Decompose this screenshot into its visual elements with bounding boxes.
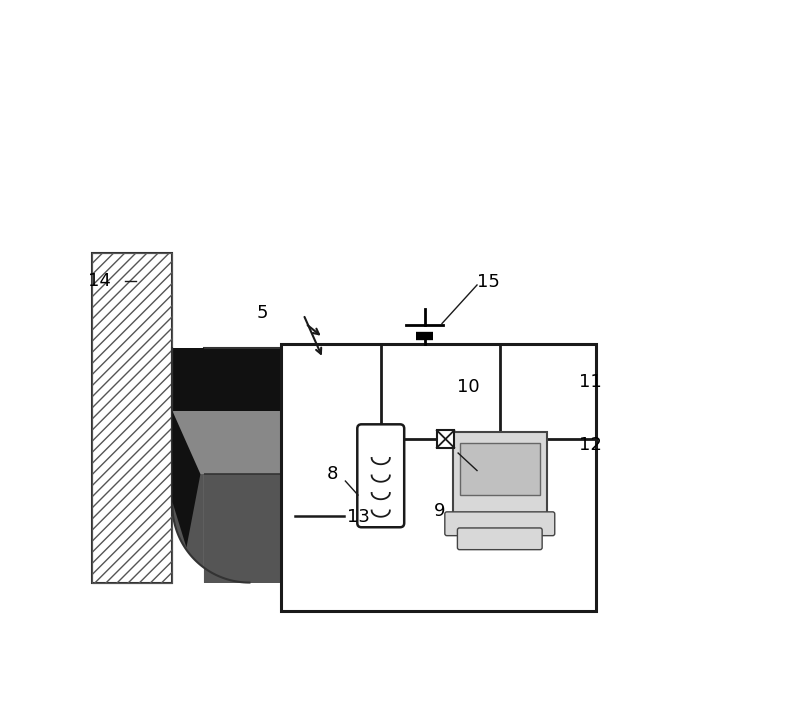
FancyBboxPatch shape <box>358 425 404 527</box>
Text: 9: 9 <box>434 502 445 520</box>
Bar <box>204 348 575 411</box>
Text: 12: 12 <box>578 436 602 453</box>
Text: 10: 10 <box>458 378 480 396</box>
Text: 13: 13 <box>347 508 370 526</box>
Text: 5: 5 <box>257 304 268 322</box>
Text: 8: 8 <box>326 465 338 483</box>
Bar <box>204 411 575 474</box>
Polygon shape <box>173 411 204 474</box>
FancyBboxPatch shape <box>445 512 554 536</box>
Bar <box>204 474 575 583</box>
Bar <box>281 344 596 611</box>
Polygon shape <box>173 348 204 411</box>
Text: 15: 15 <box>477 273 500 291</box>
Text: 11: 11 <box>578 373 602 390</box>
Polygon shape <box>173 474 250 583</box>
Bar <box>92 254 173 583</box>
Bar <box>453 432 547 516</box>
Text: 14: 14 <box>89 272 111 290</box>
Bar <box>437 430 454 448</box>
Bar <box>459 442 540 495</box>
FancyBboxPatch shape <box>458 528 542 550</box>
Bar <box>92 254 173 583</box>
Polygon shape <box>173 411 201 548</box>
